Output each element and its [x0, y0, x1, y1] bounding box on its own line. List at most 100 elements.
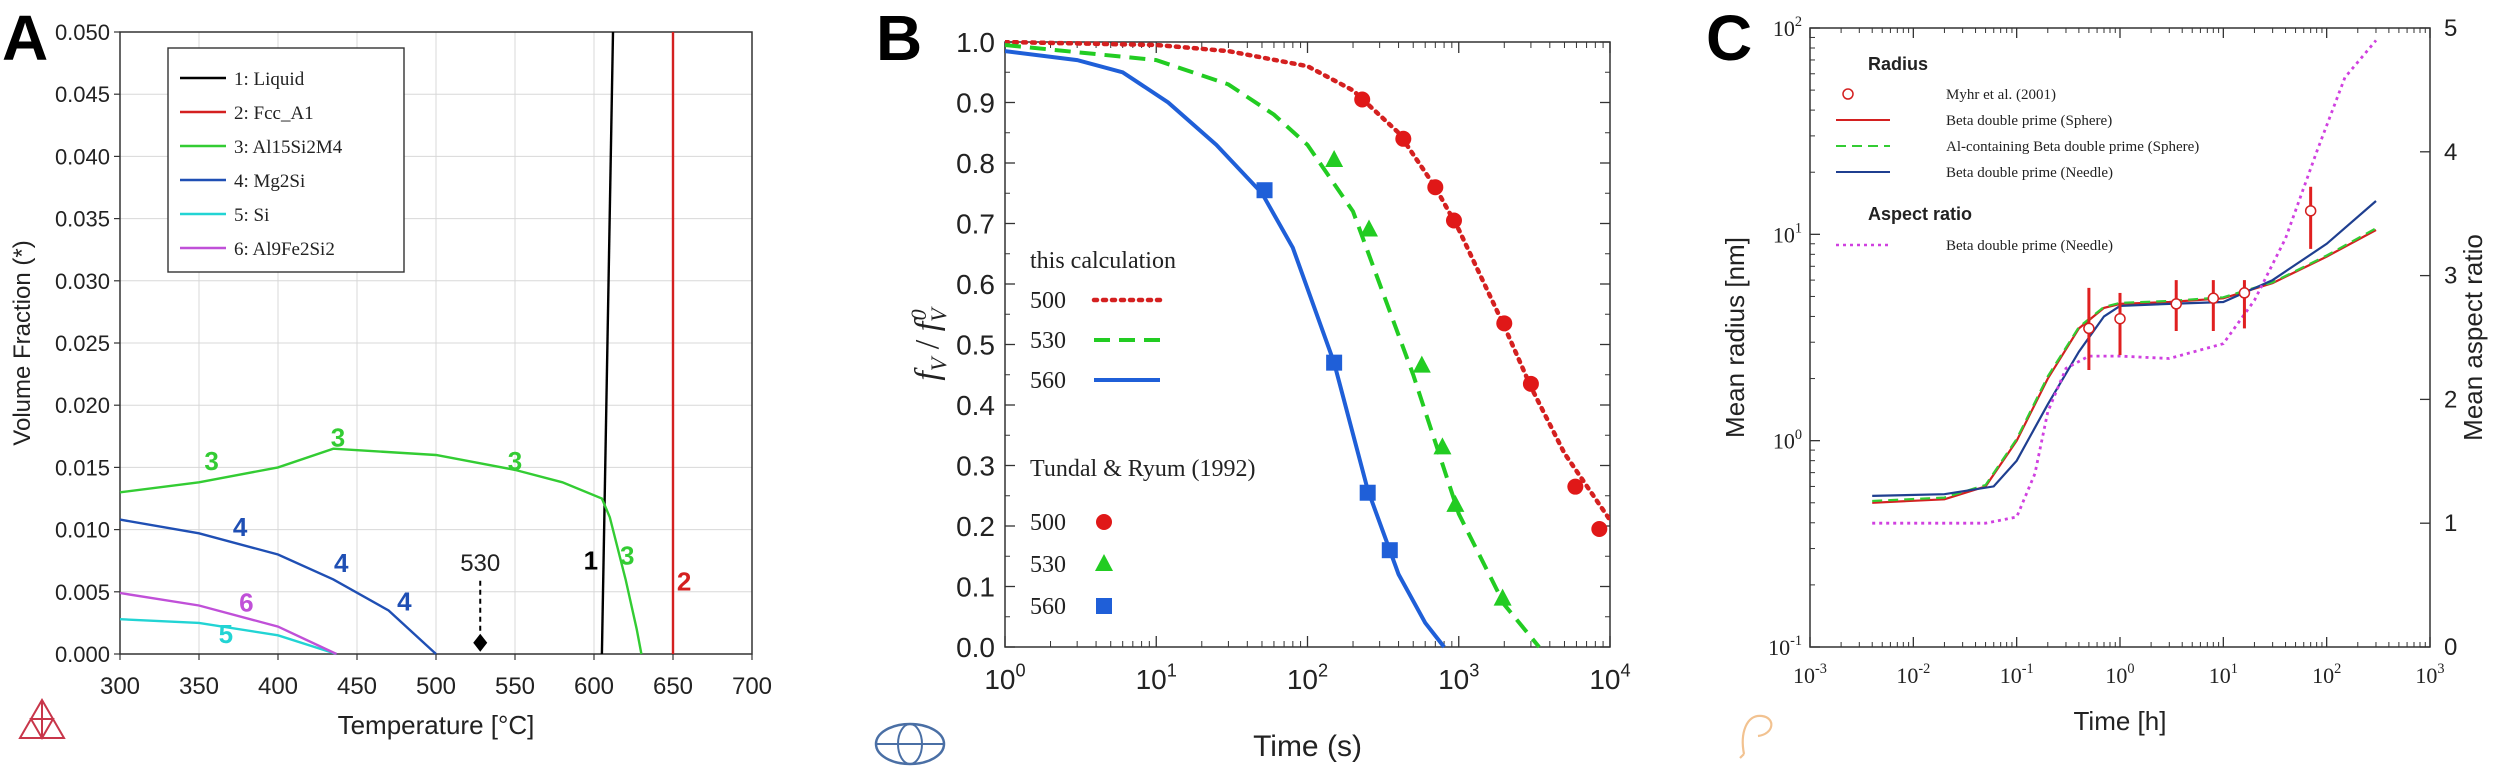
y-tick-label-b: 0.2 [956, 511, 995, 542]
x-tick-label-c-base: 10 [1793, 663, 1815, 688]
y2-axis-label-c: Mean aspect ratio [2458, 234, 2488, 441]
x-tick-label-b: 101 [1136, 660, 1177, 695]
y-tick-label-b: 0.6 [956, 269, 995, 300]
x-tick-label-c-base: 10 [2312, 663, 2334, 688]
curve-label-a: 4 [334, 548, 349, 578]
x-tick-label-b-base: 10 [984, 664, 1015, 695]
x-tick-label-b-exp: 4 [1621, 660, 1631, 680]
y-tick-label-c-base: 10 [1768, 635, 1790, 660]
legend-label-calc: 560 [1030, 368, 1066, 394]
x-tick-label-c-exp: -2 [1918, 661, 1930, 677]
x-tick-label-c-base: 10 [2105, 663, 2127, 688]
marker-triangle [1325, 149, 1344, 167]
marker-triangle [1493, 588, 1512, 606]
legend-box-a [167, 47, 405, 273]
y-tick-label-a: 0.045 [55, 82, 110, 107]
y-tick-label-b: 0.5 [956, 330, 995, 361]
marker-circle [1591, 521, 1608, 538]
calc-curve-c [1872, 200, 2377, 497]
x-tick-label-c-exp: 0 [2127, 661, 2134, 677]
x-axis-label-c: Time [h] [2074, 706, 2167, 736]
y-tick-label-c-exp: 1 [1795, 220, 1802, 236]
x-tick-label-a: 600 [574, 673, 614, 700]
annotation-diamond [473, 633, 488, 652]
y-tick-label-c: 10-1 [1768, 633, 1802, 660]
marker-square [1381, 542, 1398, 559]
y-label-sup: 0 [906, 309, 931, 320]
legend-label-aspect: Beta double prime (Needle) [1946, 238, 2113, 254]
x-tick-label-a: 350 [179, 673, 219, 700]
x-tick-label-a: 700 [732, 673, 772, 700]
legend-label-exp: 500 [1030, 510, 1066, 536]
x-tick-label-b-exp: 3 [1469, 660, 1479, 680]
marker-square [1096, 598, 1112, 614]
legend-label-calc: 500 [1030, 288, 1066, 314]
marker-triangle [1095, 554, 1113, 571]
y-tick-label-a: 0.000 [55, 642, 110, 667]
calc-curve-c [1872, 229, 2377, 504]
y2-tick-label-c: 4 [2444, 139, 2457, 166]
y-tick-label-a: 0.025 [55, 331, 110, 356]
logo-triangle [18, 698, 66, 740]
marker-open-circle [2238, 287, 2251, 299]
y-tick-label-a: 0.050 [55, 20, 110, 45]
x-tick-label-b: 103 [1438, 660, 1479, 695]
curve-label-a: 4 [397, 586, 412, 616]
y-tick-label-b: 0.0 [956, 632, 995, 663]
legend-heading-calc: this calculation [1030, 248, 1176, 274]
y-axis-label-c: Mean radius [nm] [1720, 237, 1750, 438]
y-tick-label-c-base: 10 [1773, 16, 1795, 41]
curve-label-a: 4 [233, 512, 248, 542]
x-tick-label-a: 550 [495, 673, 535, 700]
y-tick-label-b: 0.7 [956, 209, 995, 240]
panel-letter-b: B [876, 2, 922, 74]
y-tick-label-a: 0.040 [55, 144, 110, 169]
marker-triangle [1359, 219, 1378, 237]
x-tick-label-b: 102 [1287, 660, 1328, 695]
x-tick-label-b-base: 10 [1589, 664, 1620, 695]
marker-open-circle [2114, 312, 2126, 325]
x-tick-label-c: 102 [2312, 661, 2341, 688]
curve-5-a [119, 618, 337, 656]
x-tick-label-c-exp: -3 [1815, 661, 1827, 677]
y-tick-label-a: 0.035 [55, 207, 110, 232]
legend-heading-exp: Tundal & Ryum (1992) [1030, 456, 1256, 482]
x-tick-label-c-base: 10 [2415, 663, 2437, 688]
legend-label-a: 6: Al9Fe2Si2 [234, 239, 335, 260]
x-tick-label-c: 10-1 [2000, 661, 2034, 688]
x-tick-label-b: 104 [1589, 660, 1630, 695]
legend-label-c: Myhr et al. (2001) [1946, 87, 2056, 103]
calc-curve-560 [1005, 49, 1446, 649]
calc-curve-c [1872, 227, 2377, 503]
y-axis-label-b: fV / fV0 [906, 306, 951, 381]
y-label-slash: / [909, 331, 946, 357]
y-tick-label-b: 0.9 [956, 88, 995, 119]
legend-label-c: Beta double prime (Sphere) [1946, 113, 2112, 129]
curve-label-a: 3 [204, 446, 218, 476]
legend-heading-aspect: Aspect ratio [1868, 204, 1972, 224]
curve-1-a [600, 31, 615, 655]
marker-triangle [1433, 437, 1452, 455]
curve-3-a [119, 447, 643, 655]
y-tick-label-b: 0.1 [956, 572, 995, 603]
y-axis-label-a: Volume Fraction (*) [9, 240, 36, 445]
x-tick-label-a: 300 [100, 673, 140, 700]
marker-square [1359, 484, 1376, 501]
x-tick-label-c-base: 10 [2209, 663, 2231, 688]
annotation-label: 530 [460, 550, 500, 577]
x-tick-label-c-base: 10 [2000, 663, 2022, 688]
marker-circle [1395, 130, 1412, 147]
curve-4-a [119, 518, 437, 655]
panel-letter-c: C [1706, 2, 1752, 74]
marker-triangle [1412, 355, 1431, 373]
marker-circle [1427, 179, 1444, 196]
y2-tick-label-c: 5 [2444, 15, 2457, 42]
marker-circle [1567, 478, 1584, 495]
marker-open-circle [2207, 292, 2220, 305]
y-tick-label-a: 0.005 [55, 580, 110, 605]
curve-label-a: 3 [508, 446, 522, 476]
journal-logo-b [874, 722, 946, 766]
x-tick-label-c-exp: 3 [2437, 661, 2444, 677]
y2-tick-label-c: 2 [2444, 386, 2457, 413]
